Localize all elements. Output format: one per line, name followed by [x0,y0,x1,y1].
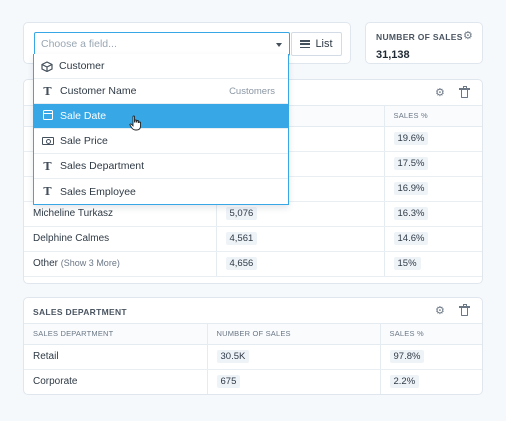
calendar-icon [41,109,54,123]
department-name: Corporate [24,369,207,394]
dropdown-item-sale-price[interactable]: Sale Price [34,129,288,154]
caret-down-icon[interactable] [276,43,282,47]
hand-cursor-icon [129,115,141,131]
table-row[interactable]: Other (Show 3 More) 4,656 15% [24,251,482,277]
sales-percent: 17.5% [393,157,429,170]
table-row[interactable]: Delphine Calmes 4,561 14.6% [24,226,482,252]
sales-percent: 14.6% [393,232,429,245]
sales-count: 30.5K [216,350,250,363]
field-dropdown-menu: Customer T Customer Name Customers Sale … [33,54,289,205]
employee-name: Other [33,258,59,269]
column-header[interactable]: SALES DEPARTMENT [24,324,207,345]
list-view-button[interactable]: List [291,32,342,56]
show-more-link[interactable]: (Show 3 More) [60,258,120,268]
sales-department-card: SALES DEPARTMENT ⚙ SALES DEPARTMENT NUMB… [23,297,483,395]
employee-name: Micheline Turkasz [24,201,216,227]
dropdown-item-customer-name[interactable]: T Customer Name Customers [34,79,288,104]
list-button-label: List [315,38,333,50]
list-icon [300,40,311,49]
column-header[interactable]: NUMBER OF SALES [206,324,380,345]
table-row[interactable]: Corporate 675 2.2% [24,369,482,394]
number-of-sales-card: NUMBER OF SALES 31,138 ⚙ [365,22,483,64]
column-header[interactable]: SALES % [383,106,482,127]
text-type-icon: T [43,84,52,98]
gear-icon[interactable]: ⚙ [463,30,473,42]
dropdown-item-sale-date[interactable]: Sale Date [34,104,288,131]
dropdown-item-hint: Customers [229,85,275,97]
sales-count: 4,561 [225,232,258,245]
kpi-title: NUMBER OF SALES [376,32,463,42]
sales-percent: 2.2% [389,375,420,388]
employee-name: Delphine Calmes [24,226,216,252]
sales-department-table: SALES DEPARTMENT NUMBER OF SALES SALES %… [24,324,482,394]
sales-count: 675 [216,375,241,388]
field-select[interactable]: Choose a field... [34,32,290,56]
gear-icon[interactable]: ⚙ [435,305,445,317]
table-row[interactable]: Micheline Turkasz 5,076 16.3% [24,201,482,227]
cube-icon [41,60,53,72]
card-header: SALES DEPARTMENT ⚙ [24,298,482,324]
card-title: SALES DEPARTMENT [33,307,127,317]
dropdown-item-label: Sales Department [60,160,145,172]
dropdown-item-sales-department[interactable]: T Sales Department [34,154,288,179]
sales-percent: 97.8% [389,350,425,363]
trash-icon[interactable] [459,86,470,98]
dropdown-item-label: Sales Employee [60,185,136,198]
dropdown-item-label: Customer Name [60,85,137,97]
dropdown-item-sales-employee[interactable]: T Sales Employee [34,179,288,204]
dropdown-item-label: Sale Date [60,110,107,122]
dropdown-item-customer[interactable]: Customer [34,54,288,79]
sales-percent: 16.9% [393,182,429,195]
dropdown-item-label: Sale Price [60,135,108,147]
sales-count: 5,076 [225,207,258,220]
text-type-icon: T [43,159,52,173]
department-name: Retail [24,344,207,370]
dropdown-item-label: Customer [59,60,105,72]
sales-percent: 16.3% [393,207,429,220]
table-header-row: SALES DEPARTMENT NUMBER OF SALES SALES % [24,324,482,345]
field-select-placeholder: Choose a field... [41,38,117,50]
gear-icon[interactable]: ⚙ [435,87,445,99]
field-picker-card: Choose a field... List [23,22,351,64]
text-type-icon: T [43,185,52,198]
trash-icon[interactable] [459,304,470,316]
sales-count: 4,656 [225,257,258,270]
kpi-value: 31,138 [376,49,410,61]
money-icon [41,135,54,148]
column-header[interactable]: SALES % [379,324,482,345]
table-row[interactable]: Retail 30.5K 97.8% [24,344,482,370]
sales-percent: 19.6% [393,132,429,145]
sales-percent: 15% [393,257,421,270]
